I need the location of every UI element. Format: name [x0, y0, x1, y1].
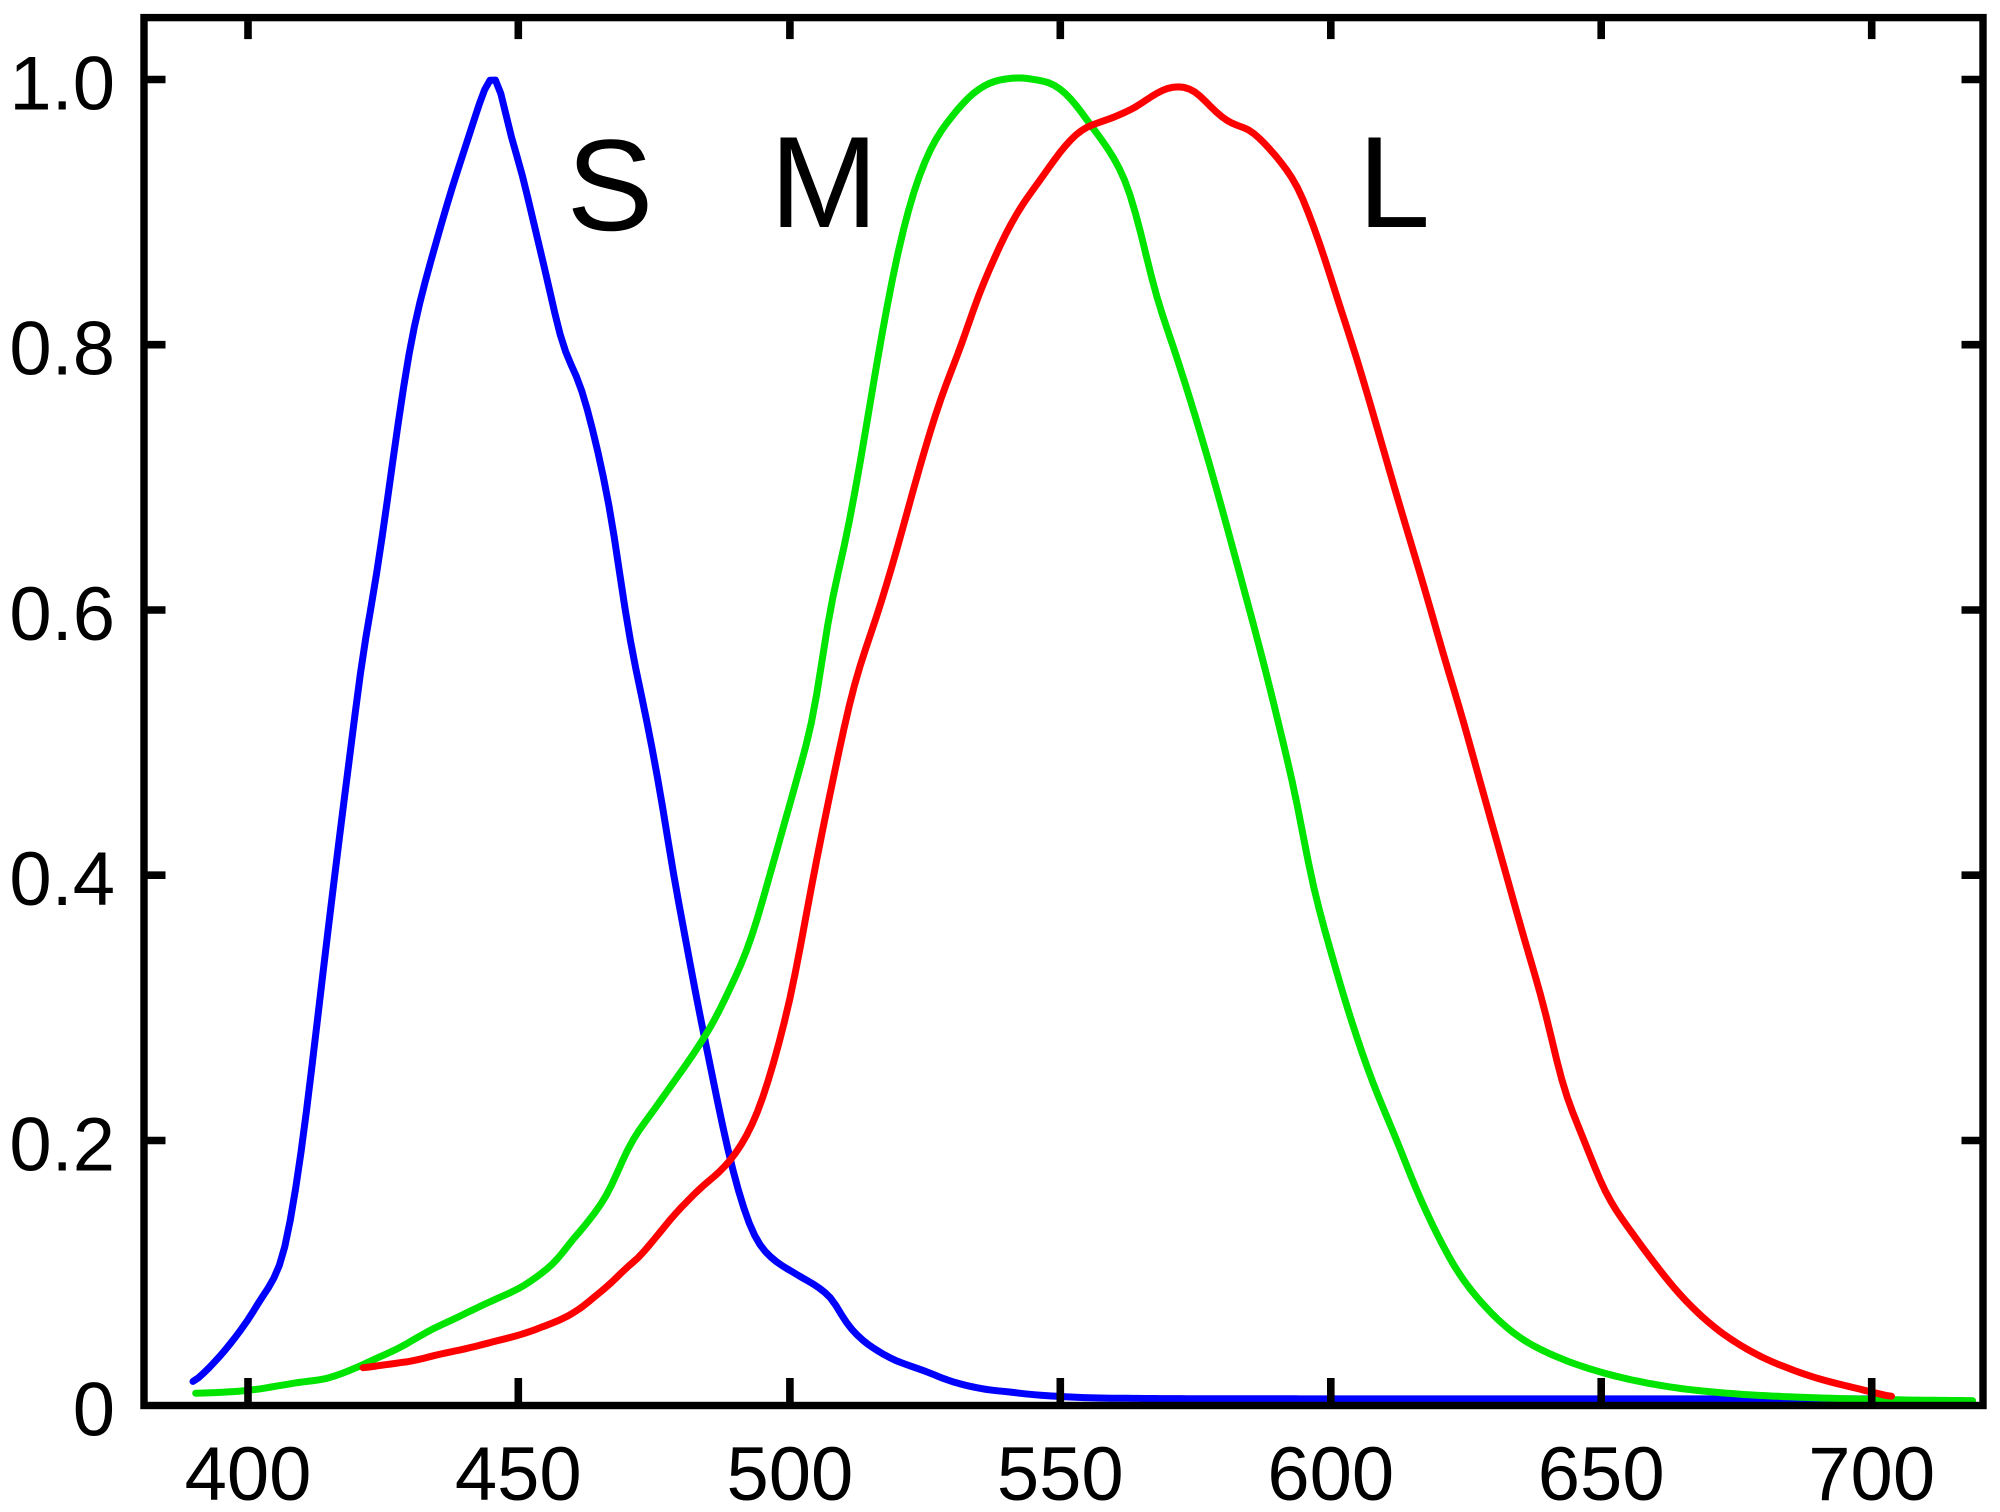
svg-text:M: M: [770, 109, 878, 255]
svg-text:600: 600: [1267, 1432, 1394, 1512]
svg-text:L: L: [1358, 109, 1430, 255]
svg-text:450: 450: [455, 1432, 582, 1512]
svg-text:400: 400: [185, 1432, 312, 1512]
svg-text:500: 500: [726, 1432, 853, 1512]
svg-text:0.8: 0.8: [9, 307, 115, 392]
svg-text:550: 550: [997, 1432, 1124, 1512]
svg-text:0.6: 0.6: [9, 572, 115, 657]
svg-text:0.2: 0.2: [9, 1103, 115, 1188]
svg-text:S: S: [567, 112, 654, 258]
svg-text:0.4: 0.4: [9, 837, 115, 922]
svg-text:1.0: 1.0: [9, 42, 115, 127]
svg-text:650: 650: [1538, 1432, 1665, 1512]
svg-text:0: 0: [73, 1368, 115, 1453]
svg-text:700: 700: [1808, 1432, 1935, 1512]
